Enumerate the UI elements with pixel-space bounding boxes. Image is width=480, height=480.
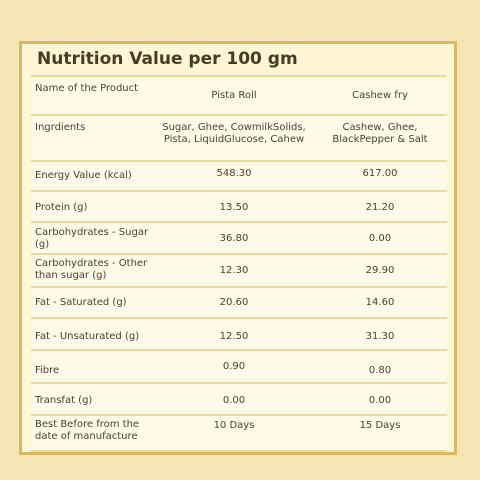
table-row-carbs-sugar: Carbohydrates - Sugar (g) 36.80 0.00 <box>31 221 447 253</box>
table-row-protein: Protein (g) 13.50 21.20 <box>31 190 447 221</box>
cashew-fry-value: 15 Days <box>359 420 401 431</box>
pista-roll-value: 36.80 <box>219 233 249 244</box>
cashew-fry-value: 31.30 <box>365 331 395 342</box>
pista-roll-value: 0.90 <box>222 361 246 372</box>
pista-roll-value: 20.60 <box>219 297 249 308</box>
table-row-ingredients: Ingrdients Sugar, Ghee, CowmilkSolids, P… <box>31 114 447 160</box>
pista-roll-value: Sugar, Ghee, CowmilkSolids, Pista, Liqui… <box>162 122 306 145</box>
cashew-fry-value: Cashew, Ghee, BlackPepper & Salt <box>332 122 428 145</box>
cashew-fry-value: 0.80 <box>368 365 392 376</box>
cashew-fry-value: 29.90 <box>365 265 395 276</box>
cashew-fry-value: 21.20 <box>365 202 395 213</box>
pista-roll-value: 12.30 <box>219 265 249 276</box>
row-label: Ingrdients <box>35 122 86 133</box>
row-label: Protein (g) <box>35 202 88 213</box>
header-name-of-product: Name of the Product <box>35 83 139 94</box>
pista-roll-value: 12.50 <box>219 331 249 342</box>
pista-roll-value: 548.30 <box>216 168 252 179</box>
cashew-fry-value: 617.00 <box>362 168 398 179</box>
row-label: Energy Value (kcal) <box>35 170 132 181</box>
table-row-fat-unsaturated: Fat - Unsaturated (g) 12.50 31.30 <box>31 317 447 349</box>
table-row-fibre: Fibre 0.90 0.80 <box>31 349 447 382</box>
table-row-energy: Energy Value (kcal) 548.30 617.00 <box>31 160 447 190</box>
pista-roll-value: 0.00 <box>222 395 246 406</box>
table-row-fat-saturated: Fat - Saturated (g) 20.60 14.60 <box>31 286 447 317</box>
table-header-row: Name of the Product Pista Roll Cashew fr… <box>31 75 447 114</box>
pista-roll-value: 13.50 <box>219 202 249 213</box>
pista-roll-value: 10 Days <box>213 420 255 431</box>
row-label: Fibre <box>35 365 60 376</box>
table-row-carbs-other: Carbohydrates - Other than sugar (g) 12.… <box>31 253 447 286</box>
row-label: Fat - Saturated (g) <box>35 297 127 308</box>
table-row-best-before: Best Before from the date of manufacture… <box>31 414 447 452</box>
row-label: Best Before from the date of manufacture <box>35 419 140 442</box>
row-label: Carbohydrates - Other than sugar (g) <box>35 258 148 281</box>
nutrition-card: Nutrition Value per 100 gm Name of the P… <box>19 41 457 455</box>
row-label: Carbohydrates - Sugar (g) <box>35 227 149 250</box>
row-label: Transfat (g) <box>35 395 93 406</box>
nutrition-table: Name of the Product Pista Roll Cashew fr… <box>31 75 447 452</box>
header-pista-roll: Pista Roll <box>211 90 257 101</box>
cashew-fry-value: 14.60 <box>365 297 395 308</box>
header-cashew-fry: Cashew fry <box>352 90 408 101</box>
cashew-fry-value: 0.00 <box>368 395 392 406</box>
card-title: Nutrition Value per 100 gm <box>37 49 298 69</box>
table-row-transfat: Transfat (g) 0.00 0.00 <box>31 382 447 414</box>
row-label: Fat - Unsaturated (g) <box>35 331 140 342</box>
cashew-fry-value: 0.00 <box>368 233 392 244</box>
